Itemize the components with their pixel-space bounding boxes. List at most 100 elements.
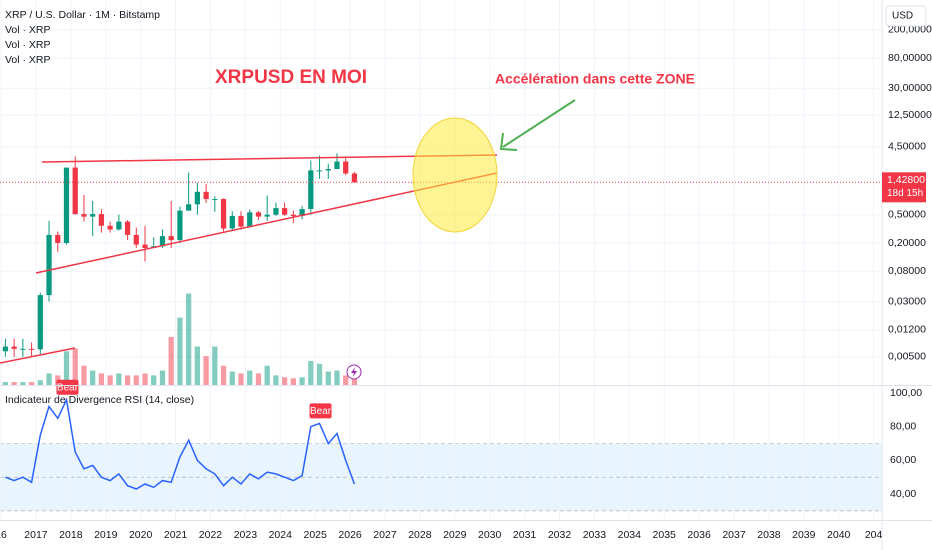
zone: [412, 117, 498, 233]
y-tick-label: 60,00: [890, 454, 916, 466]
volume-bar: [273, 375, 279, 385]
y-tick-label: 80,00000: [888, 52, 932, 64]
volume-bar: [334, 370, 340, 385]
candle-body: [255, 212, 262, 217]
candle-body: [28, 348, 35, 350]
candle-body: [2, 346, 9, 352]
y-tick-label: 80,00: [890, 421, 916, 433]
volume-bar: [308, 360, 314, 385]
candle-body: [316, 170, 323, 172]
annotation: XRPUSD EN MOI: [215, 67, 367, 88]
countdown: 18d 15h: [887, 188, 923, 199]
volume-bar: [177, 317, 183, 385]
volume-bar: [290, 378, 296, 385]
x-tick-label: 2022: [199, 529, 223, 541]
indicator-label: Vol · XRP: [5, 24, 51, 36]
volume-bar: [11, 382, 17, 385]
volume-bar: [2, 382, 9, 385]
x-tick-label: 2017: [24, 529, 48, 541]
x-tick-label: 2035: [653, 529, 677, 541]
candle-body: [238, 215, 244, 227]
volume-bar: [351, 377, 358, 385]
volume-bar: [142, 373, 148, 385]
x-tick-label: 2037: [722, 529, 746, 541]
candle-body: [194, 191, 200, 205]
x-tick-label: 2033: [583, 529, 607, 541]
candle-body: [290, 214, 296, 216]
volume-bar: [46, 373, 52, 385]
candle-body: [46, 234, 52, 296]
y-tick-label: 0,00500: [888, 351, 926, 363]
y-tick-label: 30,00000: [888, 82, 932, 94]
volume-bar: [186, 293, 192, 385]
grid: [0, 0, 882, 520]
x-tick-label: 2038: [757, 529, 781, 541]
rsi-line: [5, 397, 356, 490]
volume-bar: [220, 365, 227, 385]
candle-body: [186, 204, 192, 211]
volume-bar: [37, 380, 43, 385]
trend-line: [0, 347, 76, 364]
candle-body: [264, 214, 270, 217]
y-tick-label: 0,08000: [888, 265, 926, 277]
volume-bar: [159, 370, 166, 385]
volume-bar: [343, 375, 349, 385]
indicator-label: Vol · XRP: [5, 54, 51, 66]
volume-bar: [90, 370, 96, 385]
volume-bar: [151, 375, 157, 385]
y-tick-label: 40,00: [890, 488, 916, 500]
x-tick-label: 16: [0, 529, 7, 541]
drawings: XRPUSD EN MOI Accélération dans cette ZO…: [0, 67, 695, 380]
y-tick-label: 200,00000: [888, 23, 932, 35]
volume-bar: [238, 373, 244, 385]
price-axis: [882, 0, 932, 550]
candle-body: [229, 215, 235, 229]
candle-body: [20, 348, 26, 350]
volume-bar: [98, 373, 105, 385]
volume-bar: [255, 373, 262, 385]
x-tick-label: 2039: [792, 529, 816, 541]
y-tick-label: 12,50000: [888, 109, 932, 121]
candle-body: [90, 214, 96, 217]
volume-bar: [194, 346, 200, 385]
signal-label: Bear: [310, 406, 332, 417]
arrow: [502, 99, 576, 148]
y-tick-label: 0,03000: [888, 295, 926, 307]
candle-body: [282, 208, 288, 215]
candle-body: [116, 221, 122, 230]
volume-bar: [325, 371, 331, 385]
volume-bar: [212, 346, 218, 385]
volume-bar: [124, 375, 131, 385]
currency-button[interactable]: [885, 5, 927, 27]
candle-body: [11, 346, 17, 349]
volume-bar: [116, 373, 122, 385]
volume-bar: [28, 382, 35, 385]
x-tick-label: 204: [865, 529, 883, 541]
volume-bar: [247, 370, 253, 385]
symbol-title: XRP / U.S. Dollar · 1M · Bitstamp: [5, 9, 160, 21]
y-tick-label: 100,00: [890, 387, 922, 399]
x-tick-label: 2040: [827, 529, 851, 541]
y-tick-label: 0,50000: [888, 208, 926, 220]
candle-body: [212, 199, 218, 201]
volume-bar: [168, 336, 174, 385]
x-tick-label: 2021: [164, 529, 188, 541]
x-tick-label: 2018: [59, 529, 83, 541]
candle-body: [299, 209, 305, 216]
volume-bar: [81, 365, 87, 385]
volume-bar: [282, 377, 288, 385]
candle-body: [343, 161, 349, 174]
candle-body: [107, 225, 113, 230]
volume-bar: [264, 365, 270, 385]
volume-bar: [63, 351, 70, 385]
y-tick-label: 0,20000: [888, 237, 926, 249]
x-tick-label: 2036: [687, 529, 711, 541]
candle-body: [325, 168, 331, 171]
event-icon-bolt: [351, 367, 357, 377]
candle-body: [159, 236, 166, 247]
volume-bar: [107, 375, 113, 385]
x-tick-label: 2023: [234, 529, 258, 541]
candle-body: [273, 208, 279, 215]
